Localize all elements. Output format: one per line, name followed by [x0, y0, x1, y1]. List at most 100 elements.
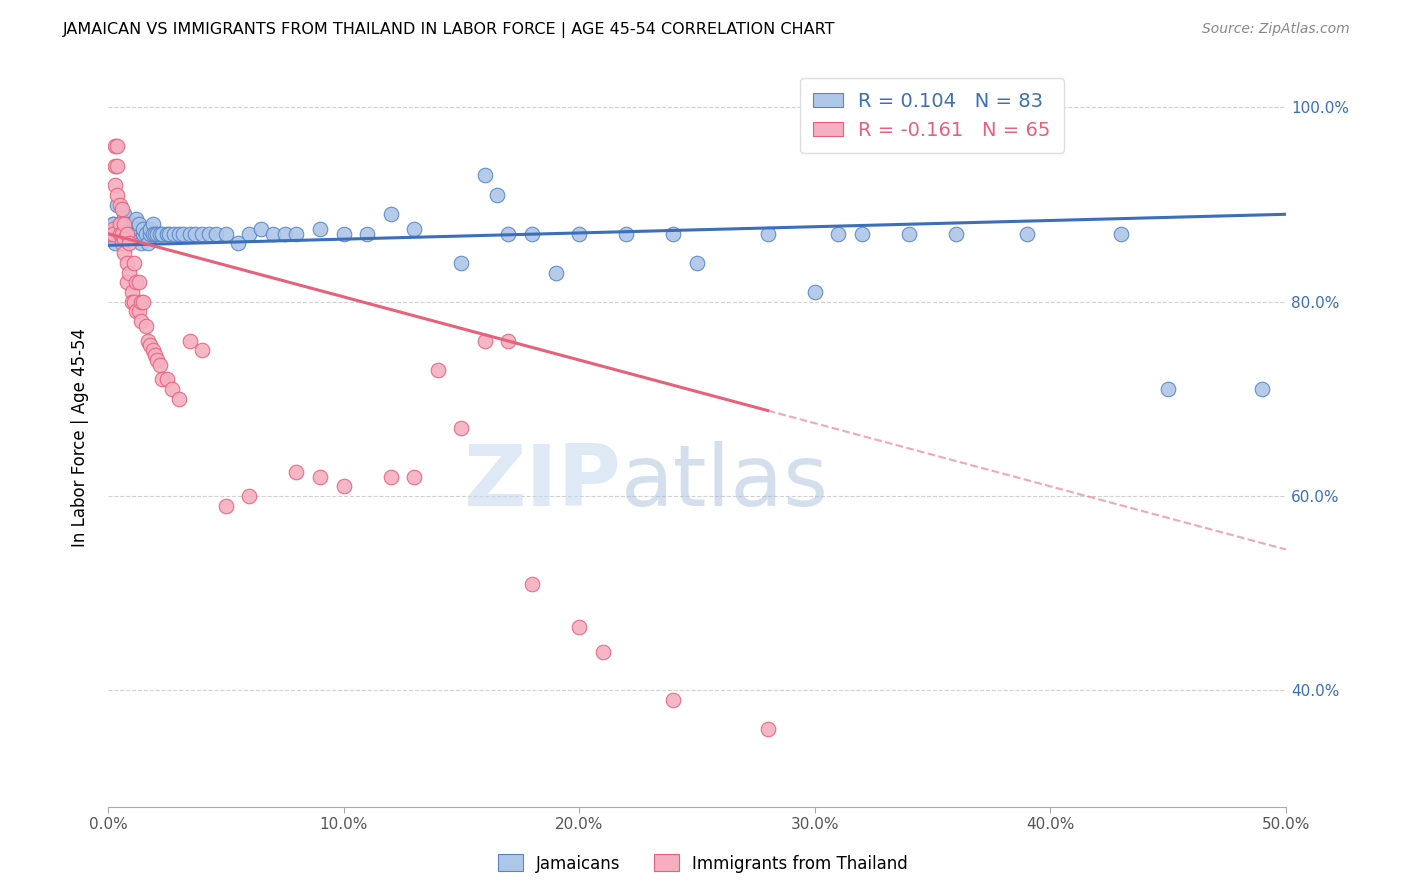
Point [450, 256, 472, 270]
Point [945, 227, 967, 241]
Point [139, 227, 162, 241]
Point [756, 723, 779, 737]
Point [380, 469, 402, 483]
Point [142, 217, 165, 231]
Point [107, 187, 129, 202]
Point [167, 392, 190, 406]
Point [150, 227, 173, 241]
Point [135, 227, 157, 241]
Point [114, 217, 136, 231]
Point [332, 227, 354, 241]
Point [179, 334, 201, 348]
Point [107, 159, 129, 173]
Point [125, 275, 148, 289]
Point [104, 236, 127, 251]
Point [285, 227, 308, 241]
Point [101, 222, 124, 236]
Point [380, 207, 402, 221]
Point [474, 169, 496, 183]
Text: ZIP: ZIP [463, 441, 620, 524]
Point [309, 222, 332, 236]
Point [146, 227, 169, 241]
Point [114, 227, 136, 241]
Point [150, 372, 173, 386]
Point [122, 294, 145, 309]
Point [107, 197, 129, 211]
Point [149, 227, 172, 241]
Point [128, 222, 150, 236]
Point [198, 227, 221, 241]
Point [115, 275, 138, 289]
Point [125, 304, 148, 318]
Point [129, 294, 152, 309]
Text: Source: ZipAtlas.com: Source: ZipAtlas.com [1202, 22, 1350, 37]
Point [122, 222, 145, 236]
Point [157, 227, 180, 241]
Point [115, 227, 138, 241]
Point [238, 489, 260, 503]
Point [592, 644, 614, 658]
Point [98, 227, 121, 241]
Point [898, 227, 921, 241]
Point [115, 217, 138, 231]
Point [101, 227, 124, 241]
Point [114, 231, 136, 245]
Point [191, 343, 214, 358]
Point [614, 227, 637, 241]
Point [104, 227, 127, 241]
Point [139, 338, 162, 352]
Point [250, 222, 273, 236]
Point [108, 227, 131, 241]
Point [118, 227, 141, 241]
Point [662, 693, 685, 707]
Point [1251, 382, 1274, 396]
Point [128, 304, 150, 318]
Point [568, 620, 591, 634]
Point [226, 236, 249, 251]
Text: atlas: atlas [620, 441, 828, 524]
Point [122, 256, 145, 270]
Point [803, 285, 825, 299]
Point [498, 334, 520, 348]
Point [104, 178, 127, 193]
Point [142, 227, 165, 241]
Point [163, 227, 186, 241]
Point [156, 227, 179, 241]
Point [238, 227, 260, 241]
Point [129, 236, 152, 251]
Point [485, 187, 508, 202]
Point [156, 372, 179, 386]
Point [118, 236, 141, 251]
Point [827, 227, 849, 241]
Point [132, 227, 155, 241]
Point [149, 358, 172, 372]
Point [498, 227, 520, 241]
Point [273, 227, 295, 241]
Point [285, 465, 308, 479]
Point [1109, 227, 1132, 241]
Point [146, 353, 169, 368]
Point [309, 469, 332, 483]
Point [520, 576, 543, 591]
Point [139, 222, 162, 236]
Point [108, 197, 131, 211]
Point [262, 227, 284, 241]
Point [851, 227, 873, 241]
Point [172, 227, 194, 241]
Point [114, 246, 136, 260]
Point [104, 139, 127, 153]
Point [426, 363, 449, 377]
Point [143, 227, 166, 241]
Point [121, 285, 143, 299]
Point [191, 227, 214, 241]
Point [756, 227, 779, 241]
Point [114, 222, 136, 236]
Point [121, 294, 143, 309]
Point [129, 314, 152, 328]
Point [184, 227, 207, 241]
Point [111, 236, 134, 251]
Point [98, 227, 121, 241]
Point [520, 227, 543, 241]
Point [135, 318, 157, 333]
Point [111, 227, 134, 241]
